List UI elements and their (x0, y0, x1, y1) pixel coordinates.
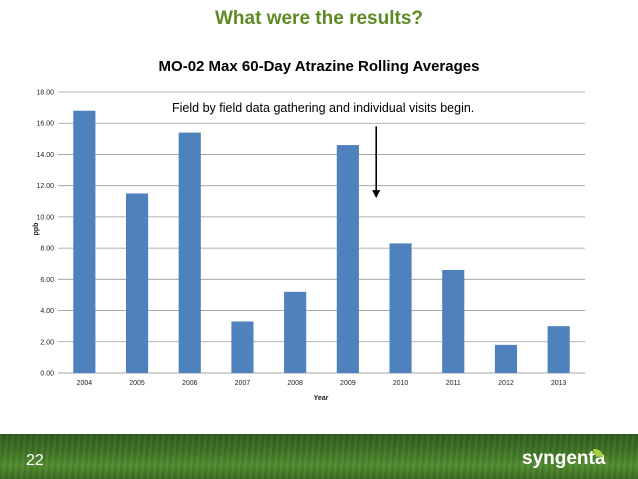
bar-2004 (73, 110, 96, 373)
bar-2005 (125, 193, 149, 373)
bar-2010 (389, 243, 412, 373)
y-tick-label: 12.00 (36, 183, 54, 190)
footer-texture (0, 434, 638, 479)
chart-annotation: Field by field data gathering and indivi… (170, 101, 477, 115)
y-tick-label: 16.00 (36, 121, 54, 128)
bar-2012 (494, 344, 518, 373)
x-tick-label: 2006 (182, 380, 198, 387)
x-tick-label: 2007 (235, 380, 251, 387)
chart-title: MO-02 Max 60-Day Atrazine Rolling Averag… (158, 58, 480, 75)
x-tick-label: 2011 (446, 380, 461, 387)
x-tick-label: 2005 (129, 380, 145, 387)
bar-2007 (231, 321, 254, 373)
annotation-arrow-head-icon (372, 190, 381, 199)
x-axis-label: Year (314, 395, 329, 402)
x-tick-label: 2012 (498, 380, 514, 387)
slide-title: What were the results? (215, 8, 423, 29)
bar-2013 (547, 326, 570, 373)
page-number: 22 (26, 452, 44, 469)
bar-chart: 0.00 2.00 4.00 6.00 8.00 10.00 12.00 14.00 16.00… (33, 90, 585, 402)
y-tick-label: 6.00 (40, 277, 54, 284)
x-tick-label: 2009 (340, 380, 356, 387)
y-tick-label: 18.00 (36, 90, 54, 97)
y-tick-label: 10.00 (36, 214, 54, 221)
y-tick-label: 14.00 (36, 152, 54, 159)
footer-band (0, 434, 638, 479)
x-tick-label: 2004 (77, 380, 93, 387)
y-tick-label: 8.00 (40, 246, 54, 253)
y-axis-label: ppb (33, 223, 40, 236)
y-tick-label: 0.00 (40, 371, 54, 378)
x-tick-label: 2013 (551, 380, 567, 387)
bar-2006 (178, 132, 201, 373)
bar-2008 (284, 291, 307, 373)
y-tick-label: 2.00 (40, 339, 54, 346)
logo-leaf-icon (593, 449, 603, 457)
x-tick-label: 2010 (393, 380, 409, 387)
x-tick-label: 2008 (287, 380, 303, 387)
bar-2011 (442, 269, 465, 373)
syngenta-logo: syngenta (522, 448, 606, 469)
bar-2009 (336, 145, 359, 373)
y-tick-label: 4.00 (40, 308, 54, 315)
